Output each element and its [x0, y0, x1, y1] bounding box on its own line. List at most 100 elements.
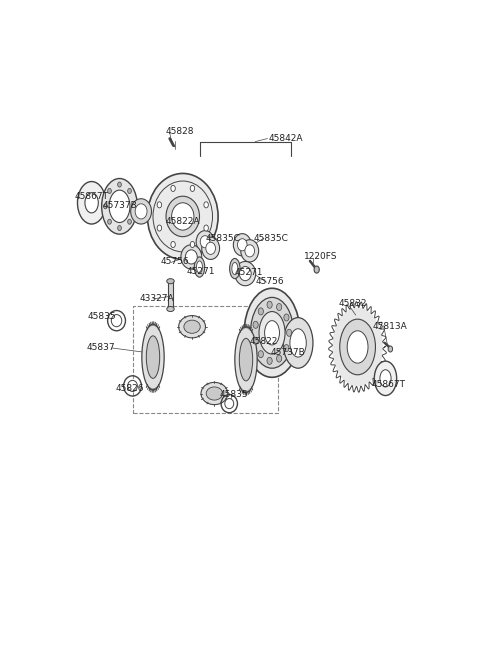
- Ellipse shape: [206, 242, 216, 254]
- Circle shape: [287, 329, 292, 336]
- Ellipse shape: [146, 336, 160, 378]
- Ellipse shape: [374, 361, 396, 396]
- Ellipse shape: [111, 315, 122, 327]
- Circle shape: [267, 357, 272, 365]
- Bar: [168, 281, 173, 309]
- Ellipse shape: [264, 321, 279, 345]
- Circle shape: [108, 219, 111, 224]
- Ellipse shape: [167, 279, 174, 284]
- Ellipse shape: [200, 236, 210, 248]
- Circle shape: [190, 242, 195, 248]
- Ellipse shape: [142, 324, 164, 390]
- Text: 45813A: 45813A: [372, 322, 407, 331]
- Circle shape: [253, 337, 258, 344]
- Text: 45835C: 45835C: [253, 234, 288, 242]
- Circle shape: [253, 321, 258, 328]
- Ellipse shape: [283, 317, 313, 368]
- Ellipse shape: [238, 238, 247, 251]
- Circle shape: [190, 185, 195, 191]
- Circle shape: [276, 355, 282, 362]
- Ellipse shape: [229, 258, 240, 279]
- Ellipse shape: [233, 234, 251, 256]
- Ellipse shape: [196, 261, 203, 273]
- Ellipse shape: [290, 328, 306, 357]
- Bar: [132, 306, 277, 413]
- Ellipse shape: [225, 399, 234, 409]
- Ellipse shape: [241, 240, 259, 262]
- Circle shape: [118, 182, 121, 187]
- Circle shape: [128, 219, 132, 224]
- Text: 45837: 45837: [87, 344, 115, 352]
- Ellipse shape: [240, 338, 252, 381]
- Circle shape: [157, 225, 162, 231]
- Text: 45826: 45826: [116, 384, 144, 393]
- Text: 45271: 45271: [235, 267, 264, 277]
- Ellipse shape: [135, 204, 147, 219]
- Text: 45835C: 45835C: [205, 234, 240, 242]
- Ellipse shape: [147, 173, 218, 260]
- Circle shape: [204, 225, 208, 231]
- Text: 45822: 45822: [250, 338, 278, 346]
- Ellipse shape: [85, 193, 98, 213]
- Text: 45867T: 45867T: [75, 192, 109, 200]
- Text: 45867T: 45867T: [372, 380, 406, 390]
- Circle shape: [388, 346, 393, 352]
- Ellipse shape: [196, 231, 214, 253]
- Ellipse shape: [380, 370, 391, 387]
- Text: 45832: 45832: [339, 300, 368, 308]
- Text: 45737B: 45737B: [270, 348, 305, 357]
- Ellipse shape: [259, 311, 285, 354]
- Ellipse shape: [244, 288, 300, 377]
- Circle shape: [118, 225, 121, 231]
- Ellipse shape: [181, 245, 202, 269]
- Text: 45737B: 45737B: [103, 201, 138, 210]
- Ellipse shape: [131, 198, 152, 224]
- Circle shape: [171, 242, 175, 248]
- Ellipse shape: [109, 190, 130, 223]
- Circle shape: [204, 202, 208, 208]
- Text: 45822A: 45822A: [166, 217, 201, 226]
- Circle shape: [132, 204, 135, 209]
- Text: 43327A: 43327A: [140, 294, 175, 304]
- Text: 45828: 45828: [166, 127, 194, 137]
- Circle shape: [258, 308, 264, 315]
- Ellipse shape: [235, 327, 257, 392]
- Ellipse shape: [340, 319, 375, 374]
- Ellipse shape: [166, 196, 200, 237]
- Text: 45835: 45835: [220, 390, 249, 399]
- Circle shape: [258, 351, 264, 358]
- Text: 45835: 45835: [88, 312, 117, 321]
- Ellipse shape: [240, 267, 251, 281]
- Ellipse shape: [172, 203, 194, 230]
- Ellipse shape: [202, 237, 219, 260]
- Ellipse shape: [206, 387, 223, 400]
- Ellipse shape: [102, 179, 137, 234]
- Text: 1220FS: 1220FS: [304, 252, 337, 261]
- Circle shape: [276, 304, 282, 311]
- Ellipse shape: [167, 306, 174, 311]
- Text: 45842A: 45842A: [268, 133, 303, 143]
- Text: 45756: 45756: [255, 277, 284, 286]
- Circle shape: [104, 204, 107, 209]
- Circle shape: [157, 202, 162, 208]
- Ellipse shape: [332, 307, 383, 386]
- Text: 45271: 45271: [186, 267, 215, 275]
- Ellipse shape: [245, 245, 254, 257]
- Ellipse shape: [347, 330, 368, 363]
- Circle shape: [284, 314, 289, 321]
- Ellipse shape: [77, 181, 106, 224]
- Ellipse shape: [232, 263, 238, 275]
- Ellipse shape: [179, 315, 205, 338]
- Ellipse shape: [184, 320, 200, 333]
- Ellipse shape: [194, 257, 204, 277]
- Ellipse shape: [251, 298, 294, 368]
- Circle shape: [171, 185, 175, 191]
- Circle shape: [108, 189, 111, 193]
- Circle shape: [284, 344, 289, 351]
- Ellipse shape: [185, 250, 197, 264]
- Ellipse shape: [201, 382, 228, 405]
- Ellipse shape: [235, 261, 256, 286]
- Circle shape: [314, 266, 319, 273]
- Circle shape: [128, 189, 132, 193]
- Circle shape: [267, 301, 272, 308]
